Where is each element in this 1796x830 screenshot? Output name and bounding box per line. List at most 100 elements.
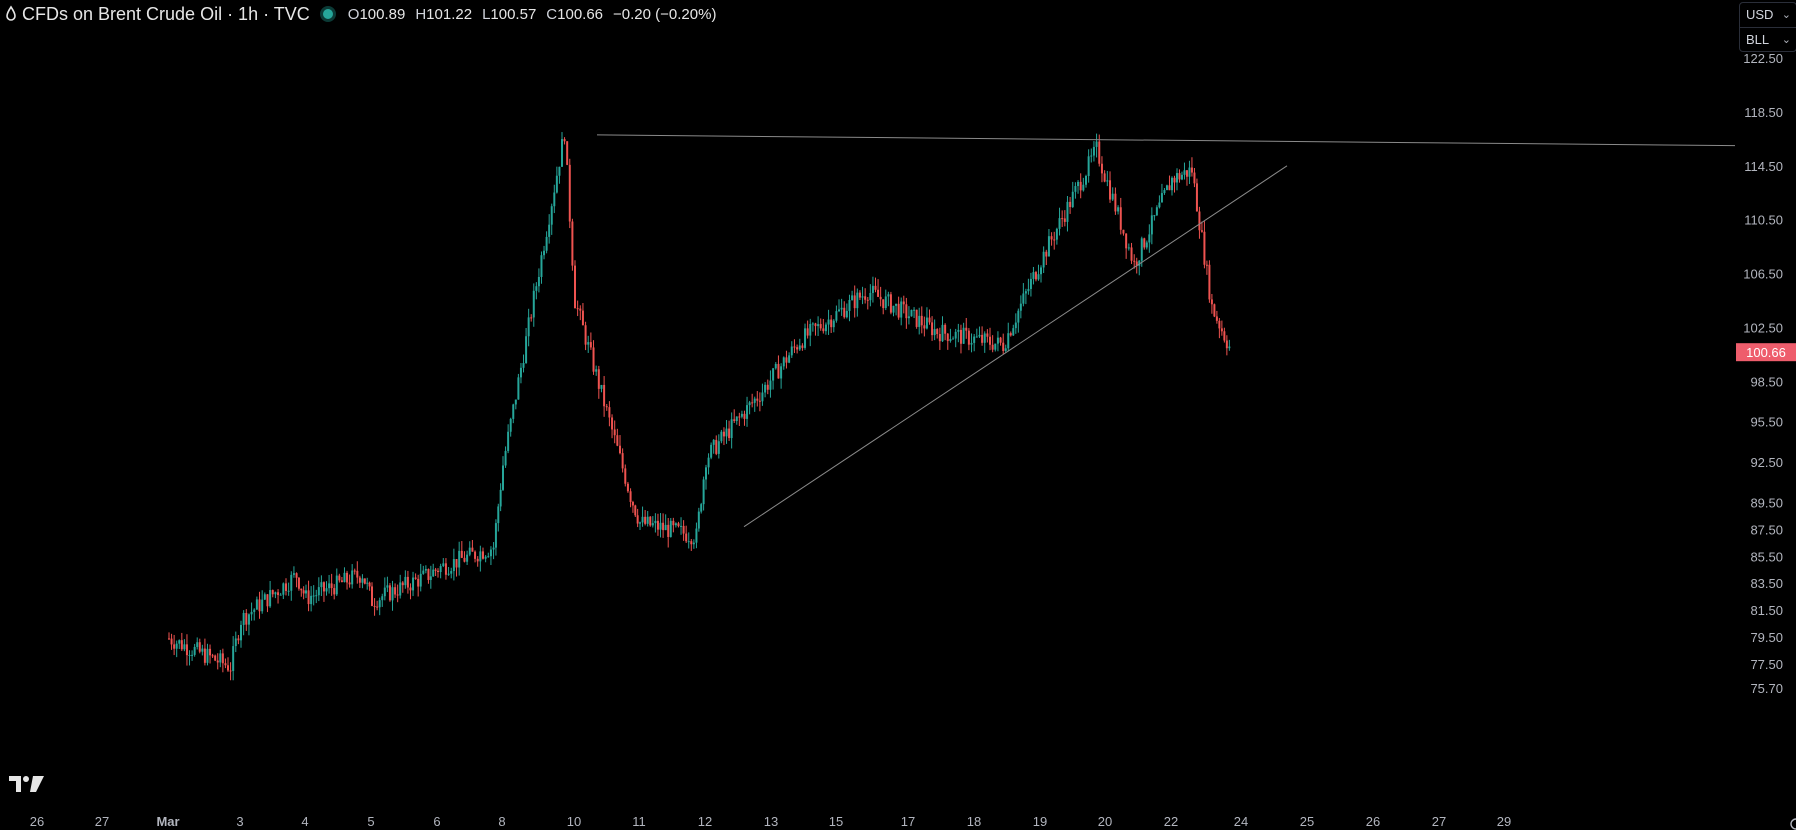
candle-body [646, 516, 649, 524]
candle-body [824, 324, 827, 332]
candle-body [530, 317, 533, 319]
candle-body [702, 479, 705, 505]
settings-gear-icon[interactable] [1790, 818, 1796, 830]
candle-body [297, 577, 300, 589]
candle-body [1084, 175, 1087, 185]
x-tick-label: Mar [156, 814, 179, 829]
candle-body [224, 663, 227, 666]
candle-body [804, 328, 807, 348]
candle-body [571, 221, 574, 266]
candle-body [697, 511, 700, 529]
candle-body [537, 276, 540, 287]
candle-body [1002, 342, 1005, 351]
candle-body [434, 569, 437, 571]
candle-body [1160, 193, 1163, 203]
candle-body [219, 653, 222, 663]
candle-body [751, 402, 754, 404]
candle-body [1009, 333, 1012, 336]
high-value: 101.22 [426, 5, 473, 23]
candle-body [476, 558, 479, 562]
x-tick-label: 12 [698, 814, 712, 829]
candle-body [206, 648, 209, 663]
oil-drop-icon [6, 5, 16, 21]
candle-body [822, 328, 825, 332]
candle-body [183, 644, 186, 650]
candle-body [1168, 185, 1171, 191]
candle-body [975, 336, 978, 338]
candle-body [994, 343, 997, 350]
unit-select[interactable]: BLL ⌄ [1740, 27, 1796, 52]
candle-body [178, 640, 181, 644]
candle-body [1208, 264, 1211, 300]
candle-body [386, 585, 389, 588]
candle-body [1143, 238, 1146, 248]
y-tick-label: 81.50 [1750, 603, 1783, 618]
candle-body [884, 296, 887, 309]
candle-body [474, 551, 477, 559]
candle-body [290, 574, 293, 591]
x-tick-label: 8 [498, 814, 505, 829]
candle-body [1210, 299, 1213, 305]
x-tick-label: 6 [433, 814, 440, 829]
candle-body [941, 324, 944, 342]
candle-body [1205, 264, 1208, 266]
candle-body [471, 547, 474, 552]
candle-body [1148, 234, 1151, 243]
candle-body [758, 400, 761, 402]
candle-body [419, 573, 422, 587]
candle-body [487, 556, 490, 558]
y-tick-label: 114.50 [1744, 159, 1783, 174]
candle-body [1032, 272, 1035, 279]
candle-body [656, 520, 659, 530]
candle-body [769, 380, 772, 390]
candle-body [1180, 174, 1183, 180]
candle-body [777, 363, 780, 379]
candle-body [1220, 328, 1223, 332]
candle-body [851, 295, 854, 301]
candle-body [507, 431, 510, 451]
y-tick-label: 85.50 [1750, 549, 1783, 564]
candle-body [271, 590, 274, 595]
candle-body [677, 523, 680, 527]
symbol-title[interactable]: CFDs on Brent Crude Oil · 1h · TVC [22, 3, 310, 24]
currency-select[interactable]: USD ⌄ [1740, 3, 1796, 27]
candle-body [442, 563, 445, 567]
current-price-label: 100.66 [1746, 345, 1786, 360]
tradingview-logo-icon[interactable] [9, 774, 45, 794]
candle-body [346, 572, 349, 583]
candle-body [543, 250, 546, 256]
candle-body [1071, 191, 1074, 208]
candle-body [484, 556, 487, 559]
candle-body [1127, 247, 1130, 249]
candle-body [774, 363, 777, 369]
y-tick-label: 118.50 [1744, 105, 1783, 120]
candle-body [527, 317, 530, 337]
candle-body [460, 550, 463, 558]
candle-body [682, 525, 685, 534]
candle-body [1200, 230, 1203, 232]
candle-body [856, 292, 859, 309]
candle-body [730, 419, 733, 439]
candle-body [938, 334, 941, 342]
x-tick-label: 4 [301, 814, 308, 829]
candle-body [817, 324, 820, 327]
candle-body [214, 655, 217, 661]
x-tick-label: 19 [1033, 814, 1047, 829]
current-price-badge [1736, 343, 1796, 362]
candle-body [1055, 228, 1058, 240]
candle-body [819, 324, 822, 329]
candle-body [753, 398, 756, 403]
candle-body [827, 319, 830, 325]
candle-body [793, 346, 796, 348]
candle-body [1106, 180, 1109, 182]
candle-body [999, 337, 1002, 343]
candle-body [211, 655, 214, 657]
candle-body [497, 506, 500, 524]
candle-body [952, 338, 955, 340]
candle-body [1077, 181, 1080, 187]
candle-body [185, 644, 188, 656]
candle-body [634, 505, 637, 516]
candle-body [581, 310, 584, 326]
candle-body [1218, 320, 1221, 329]
